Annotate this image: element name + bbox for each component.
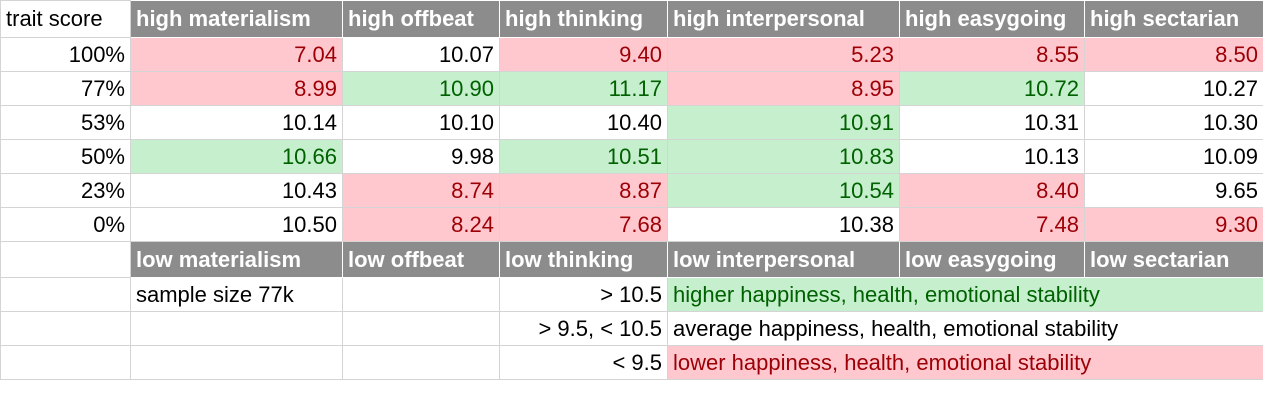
value-cell: 10.07 [342, 37, 500, 72]
value-cell: 8.87 [499, 173, 668, 208]
value-cell: 10.50 [130, 207, 343, 242]
high-header-row: trait score high materialism high offbea… [0, 0, 1263, 38]
empty-cell [342, 345, 500, 380]
table-row: 50% 10.66 9.98 10.51 10.83 10.13 10.09 [0, 139, 1263, 174]
legend-row: > 9.5, < 10.5 average happiness, health, … [0, 311, 1263, 346]
sample-size-label: sample size 77k [130, 277, 343, 312]
value-cell: 7.04 [130, 37, 343, 72]
empty-cell [0, 277, 131, 312]
column-header: high thinking [499, 0, 668, 38]
column-header: low materialism [130, 241, 343, 278]
low-header-row: low materialism low offbeat low thinking lo… [0, 241, 1263, 278]
value-cell: 10.72 [899, 71, 1085, 106]
trait-score-cell: 100% [0, 37, 131, 72]
value-cell: 10.83 [667, 139, 900, 174]
value-cell: 10.90 [342, 71, 500, 106]
value-cell: 10.40 [499, 105, 668, 140]
empty-cell [342, 277, 500, 312]
legend-range: > 9.5, < 10.5 [499, 311, 668, 346]
trait-score-cell: 77% [0, 71, 131, 106]
legend-text: higher happiness, health, emotional stab… [667, 277, 1263, 312]
legend-text: lower happiness, health, emotional stabi… [667, 345, 1263, 380]
legend-row: < 9.5 lower happiness, health, emotional … [0, 345, 1263, 380]
value-cell: 10.54 [667, 173, 900, 208]
legend-range: < 9.5 [499, 345, 668, 380]
trait-happiness-table: trait score high materialism high offbea… [0, 0, 1263, 380]
value-cell: 9.98 [342, 139, 500, 174]
column-header: high materialism [130, 0, 343, 38]
value-cell: 8.50 [1084, 37, 1263, 72]
trait-score-cell: 50% [0, 139, 131, 174]
table-row: 77% 8.99 10.90 11.17 8.95 10.72 10.27 [0, 71, 1263, 106]
value-cell: 11.17 [499, 71, 668, 106]
empty-cell [0, 311, 131, 346]
trait-score-cell: 53% [0, 105, 131, 140]
value-cell: 9.30 [1084, 207, 1263, 242]
corner-label: trait score [0, 0, 131, 38]
column-header: low thinking [499, 241, 668, 278]
value-cell: 10.13 [899, 139, 1085, 174]
value-cell: 10.38 [667, 207, 900, 242]
legend-range: > 10.5 [499, 277, 668, 312]
value-cell: 5.23 [667, 37, 900, 72]
value-cell: 10.51 [499, 139, 668, 174]
value-cell: 10.31 [899, 105, 1085, 140]
value-cell: 7.48 [899, 207, 1085, 242]
table-row: 0% 10.50 8.24 7.68 10.38 7.48 9.30 [0, 207, 1263, 242]
value-cell: 10.14 [130, 105, 343, 140]
trait-score-cell: 0% [0, 207, 131, 242]
table-row: 53% 10.14 10.10 10.40 10.91 10.31 10.30 [0, 105, 1263, 140]
column-header: low offbeat [342, 241, 500, 278]
value-cell: 10.09 [1084, 139, 1263, 174]
column-header: high sectarian [1084, 0, 1263, 38]
legend-text: average happiness, health, emotional sta… [667, 311, 1263, 346]
value-cell: 9.65 [1084, 173, 1263, 208]
value-cell: 8.74 [342, 173, 500, 208]
empty-cell [0, 345, 131, 380]
table-row: 100% 7.04 10.07 9.40 5.23 8.55 8.50 [0, 37, 1263, 72]
column-header: low easygoing [899, 241, 1085, 278]
table-row: 23% 10.43 8.74 8.87 10.54 8.40 9.65 [0, 173, 1263, 208]
column-header: high easygoing [899, 0, 1085, 38]
empty-cell [342, 311, 500, 346]
value-cell: 10.66 [130, 139, 343, 174]
value-cell: 8.99 [130, 71, 343, 106]
value-cell: 10.10 [342, 105, 500, 140]
table-body: trait score high materialism high offbea… [0, 0, 1263, 380]
value-cell: 8.55 [899, 37, 1085, 72]
value-cell: 10.30 [1084, 105, 1263, 140]
value-cell: 7.68 [499, 207, 668, 242]
column-header: low interpersonal [667, 241, 900, 278]
empty-cell [130, 345, 343, 380]
value-cell: 10.43 [130, 173, 343, 208]
value-cell: 8.24 [342, 207, 500, 242]
column-header: high interpersonal [667, 0, 900, 38]
empty-cell [0, 241, 131, 278]
value-cell: 9.40 [499, 37, 668, 72]
column-header: low sectarian [1084, 241, 1263, 278]
value-cell: 10.91 [667, 105, 900, 140]
legend-row: sample size 77k > 10.5 higher happiness, h… [0, 277, 1263, 312]
trait-score-cell: 23% [0, 173, 131, 208]
value-cell: 8.40 [899, 173, 1085, 208]
column-header: high offbeat [342, 0, 500, 38]
value-cell: 8.95 [667, 71, 900, 106]
empty-cell [130, 311, 343, 346]
value-cell: 10.27 [1084, 71, 1263, 106]
